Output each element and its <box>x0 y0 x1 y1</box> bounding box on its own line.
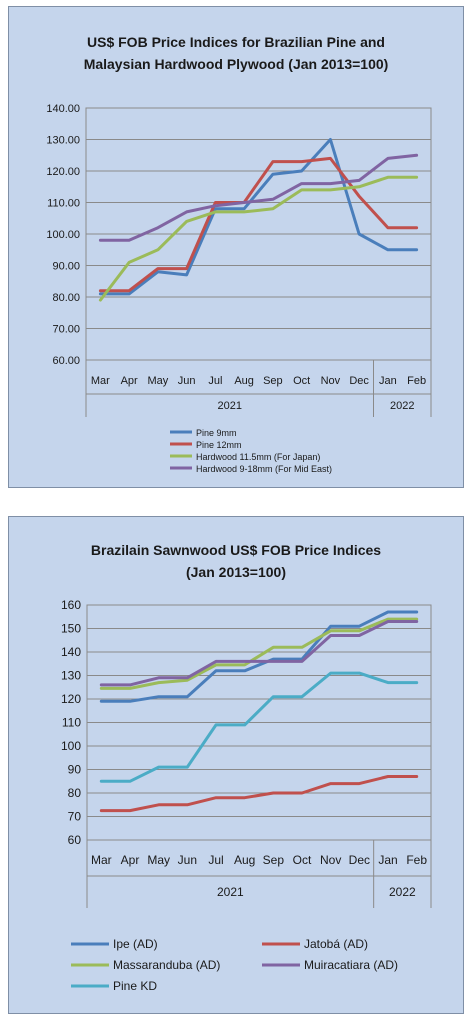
y-tick-label: 140 <box>61 645 81 659</box>
legend-label: Hardwood 9-18mm (For Mid East) <box>196 464 332 474</box>
x-tick-label: Jun <box>178 853 197 867</box>
y-tick-label: 110 <box>62 716 81 730</box>
y-tick-label: 150 <box>61 622 81 636</box>
y-tick-label: 110.00 <box>47 198 80 210</box>
y-tick-label: 160 <box>61 598 81 612</box>
y-tick-label: 70 <box>68 810 82 824</box>
x-tick-label: Nov <box>321 375 341 387</box>
x-group-label: 2022 <box>389 885 416 899</box>
y-tick-label: 80.00 <box>52 292 80 304</box>
x-tick-label: Aug <box>234 853 255 867</box>
y-tick-label: 100 <box>61 739 81 753</box>
sawnwood-chart-panel: Brazilain Sawnwood US$ FOB Price Indices… <box>8 516 464 1014</box>
sawnwood-chart-svg: 60 70 80 90 100 110 120 130 140 150 160 Mar Apr May Ju… <box>61 598 432 993</box>
y-tick-label: 90 <box>68 763 82 777</box>
x-tick-label: May <box>147 375 168 387</box>
legend-label: Pine 12mm <box>196 440 242 450</box>
x-tick-label: Dec <box>349 375 369 387</box>
legend-label: Massaranduba (AD) <box>113 958 220 972</box>
plywood-chart-panel: US$ FOB Price Indices for Brazilian Pine… <box>8 6 464 488</box>
y-tick-label: 70.00 <box>52 324 80 336</box>
legend-label: Jatobá (AD) <box>304 937 368 951</box>
x-tick-label: Jan <box>379 375 397 387</box>
y-tick-label: 120.00 <box>46 166 80 178</box>
x-tick-label: Jun <box>178 375 196 387</box>
legend-label: Pine 9mm <box>196 428 237 438</box>
x-group-label: 2021 <box>217 885 244 899</box>
series-line-4 <box>99 620 419 687</box>
x-tick-label: Jul <box>208 853 223 867</box>
x-group-label: 2022 <box>390 400 414 412</box>
legend-label: Hardwood 11.5mm (For Japan) <box>196 452 320 462</box>
x-tick-label: May <box>147 853 170 867</box>
x-tick-label: Mar <box>91 375 110 387</box>
y-tick-label: 90.00 <box>52 261 80 273</box>
plywood-chart-title: US$ FOB Price Indices for Brazilian Pine… <box>87 34 385 50</box>
y-tick-label: 60.00 <box>52 355 80 367</box>
y-tick-label: 80 <box>68 786 82 800</box>
x-tick-label: Jul <box>208 375 222 387</box>
x-tick-label: Sep <box>263 375 283 387</box>
series-line-4 <box>98 153 419 242</box>
legend-label: Ipe (AD) <box>113 937 158 951</box>
y-tick-label: 60 <box>68 833 82 847</box>
x-tick-label: Oct <box>293 853 312 867</box>
series-line-1 <box>98 138 419 296</box>
x-tick-label: Sep <box>263 853 285 867</box>
x-tick-label: Dec <box>349 853 370 867</box>
series-line-3 <box>99 617 419 690</box>
sawnwood-chart-subtitle: (Jan 2013=100) <box>185 564 287 580</box>
x-tick-label: Feb <box>407 375 426 387</box>
y-tick-label: 140.00 <box>46 103 80 115</box>
sawnwood-chart-title: Brazilain Sawnwood US$ FOB Price Indices <box>90 542 382 558</box>
x-tick-label: Apr <box>121 853 140 867</box>
y-tick-label: 130.00 <box>46 135 80 147</box>
x-tick-label: Feb <box>406 853 427 867</box>
series-line-2 <box>99 775 419 813</box>
legend-label: Pine KD <box>113 979 157 993</box>
x-tick-label: Oct <box>293 375 310 387</box>
x-tick-label: Mar <box>91 853 112 867</box>
legend-label: Muiracatiara (AD) <box>304 958 398 972</box>
x-tick-label: Aug <box>234 375 254 387</box>
series-line-1 <box>99 610 419 703</box>
series-line-5 <box>99 671 419 783</box>
plywood-chart-subtitle: Malaysian Hardwood Plywood (Jan 2013=100… <box>83 56 389 72</box>
y-tick-label: 130 <box>61 669 81 683</box>
y-tick-label: 120 <box>61 692 81 706</box>
x-tick-label: Jan <box>378 853 397 867</box>
x-tick-label: Apr <box>121 375 138 387</box>
plywood-chart-svg: 60.00 70.00 80.00 90.00 100.00 110.00 120.00 13… <box>46 103 432 474</box>
y-tick-label: 100.00 <box>46 229 80 241</box>
x-group-label: 2021 <box>218 400 242 412</box>
series-line-2 <box>98 156 419 293</box>
x-tick-label: Nov <box>320 853 341 867</box>
series-line-3 <box>98 175 419 302</box>
